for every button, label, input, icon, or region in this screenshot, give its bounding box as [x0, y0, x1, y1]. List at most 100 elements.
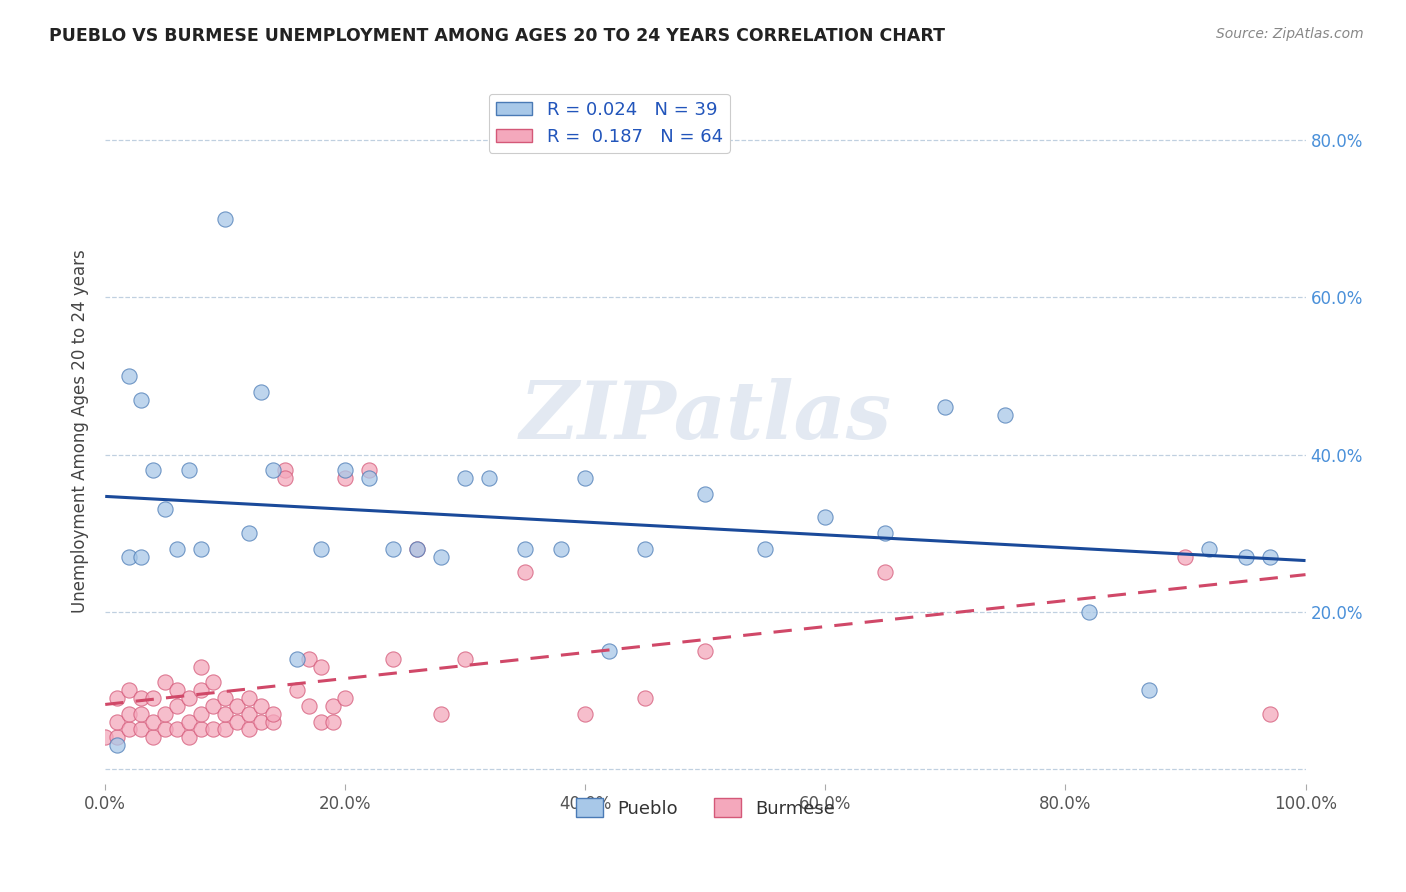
Point — [814, 510, 837, 524]
Point — [155, 723, 177, 737]
Point — [634, 691, 657, 706]
Point — [322, 714, 344, 729]
Point — [515, 566, 537, 580]
Point — [934, 401, 956, 415]
Point — [179, 731, 201, 745]
Text: Source: ZipAtlas.com: Source: ZipAtlas.com — [1216, 27, 1364, 41]
Point — [238, 526, 260, 541]
Point — [166, 723, 188, 737]
Point — [1258, 549, 1281, 564]
Point — [94, 731, 117, 745]
Point — [359, 463, 381, 477]
Point — [382, 652, 405, 666]
Point — [214, 691, 236, 706]
Point — [309, 714, 332, 729]
Point — [179, 714, 201, 729]
Point — [262, 714, 284, 729]
Point — [406, 541, 429, 556]
Point — [118, 723, 141, 737]
Point — [118, 368, 141, 383]
Point — [574, 471, 596, 485]
Point — [515, 541, 537, 556]
Point — [298, 698, 321, 713]
Point — [105, 731, 128, 745]
Point — [430, 706, 453, 721]
Point — [309, 541, 332, 556]
Point — [994, 408, 1017, 422]
Point — [322, 698, 344, 713]
Point — [262, 463, 284, 477]
Point — [875, 566, 897, 580]
Point — [238, 691, 260, 706]
Point — [634, 541, 657, 556]
Point — [142, 691, 165, 706]
Point — [1139, 683, 1161, 698]
Point — [214, 211, 236, 226]
Point — [454, 652, 477, 666]
Text: PUEBLO VS BURMESE UNEMPLOYMENT AMONG AGES 20 TO 24 YEARS CORRELATION CHART: PUEBLO VS BURMESE UNEMPLOYMENT AMONG AGE… — [49, 27, 945, 45]
Point — [335, 463, 357, 477]
Point — [118, 549, 141, 564]
Point — [335, 691, 357, 706]
Point — [550, 541, 572, 556]
Point — [166, 683, 188, 698]
Point — [250, 698, 273, 713]
Point — [105, 714, 128, 729]
Point — [190, 541, 212, 556]
Point — [359, 471, 381, 485]
Point — [875, 526, 897, 541]
Point — [754, 541, 776, 556]
Point — [238, 723, 260, 737]
Point — [129, 549, 152, 564]
Point — [250, 384, 273, 399]
Point — [190, 723, 212, 737]
Point — [695, 644, 717, 658]
Point — [695, 487, 717, 501]
Point — [214, 723, 236, 737]
Point — [118, 683, 141, 698]
Point — [166, 541, 188, 556]
Point — [105, 691, 128, 706]
Point — [478, 471, 501, 485]
Point — [382, 541, 405, 556]
Legend: Pueblo, Burmese: Pueblo, Burmese — [568, 791, 842, 825]
Point — [598, 644, 620, 658]
Point — [274, 471, 297, 485]
Point — [190, 659, 212, 673]
Point — [105, 738, 128, 752]
Point — [250, 714, 273, 729]
Point — [574, 706, 596, 721]
Point — [454, 471, 477, 485]
Point — [190, 683, 212, 698]
Point — [155, 675, 177, 690]
Point — [142, 714, 165, 729]
Point — [226, 714, 249, 729]
Text: ZIPatlas: ZIPatlas — [519, 378, 891, 456]
Point — [179, 463, 201, 477]
Point — [430, 549, 453, 564]
Point — [298, 652, 321, 666]
Point — [166, 698, 188, 713]
Point — [202, 698, 225, 713]
Point — [335, 471, 357, 485]
Point — [129, 691, 152, 706]
Y-axis label: Unemployment Among Ages 20 to 24 years: Unemployment Among Ages 20 to 24 years — [72, 249, 89, 613]
Point — [285, 652, 308, 666]
Point — [406, 541, 429, 556]
Point — [202, 675, 225, 690]
Point — [1258, 706, 1281, 721]
Point — [226, 698, 249, 713]
Point — [190, 706, 212, 721]
Point — [118, 706, 141, 721]
Point — [202, 723, 225, 737]
Point — [142, 463, 165, 477]
Point — [214, 706, 236, 721]
Point — [1078, 605, 1101, 619]
Point — [129, 723, 152, 737]
Point — [262, 706, 284, 721]
Point — [238, 706, 260, 721]
Point — [142, 731, 165, 745]
Point — [1234, 549, 1257, 564]
Point — [129, 392, 152, 407]
Point — [129, 706, 152, 721]
